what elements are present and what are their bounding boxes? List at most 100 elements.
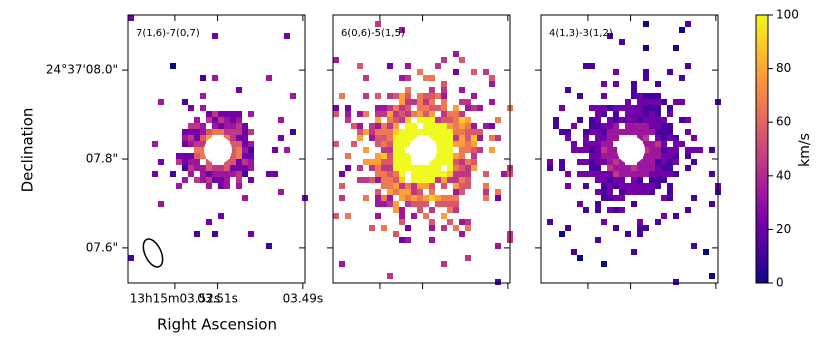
map-pixel — [595, 141, 601, 147]
map-pixel — [429, 171, 435, 177]
map-pixel — [429, 237, 435, 243]
map-pixel — [369, 225, 375, 231]
map-pixel — [411, 201, 417, 207]
map-pixel — [357, 177, 363, 183]
map-pixel — [577, 255, 583, 261]
map-pixel — [465, 219, 471, 225]
map-pixel — [453, 141, 459, 147]
map-pixel — [381, 111, 387, 117]
map-pixel — [242, 129, 248, 135]
map-pixel — [290, 93, 296, 99]
map-pixel — [709, 273, 715, 279]
map-pixel — [453, 153, 459, 159]
map-pixel — [429, 129, 435, 135]
panel-frame — [540, 14, 719, 284]
map-pixel — [637, 129, 643, 135]
map-pixel — [459, 57, 465, 63]
map-pixel — [242, 123, 248, 129]
map-pixel — [200, 177, 206, 183]
map-pixel — [471, 159, 477, 165]
map-pixel — [661, 135, 667, 141]
map-pixel — [471, 129, 477, 135]
map-pixel — [182, 141, 188, 147]
map-pixel — [673, 159, 679, 165]
map-pixel — [417, 189, 423, 195]
map-pixel — [661, 153, 667, 159]
map-pixel — [152, 141, 158, 147]
map-pixel — [631, 105, 637, 111]
map-pixel — [471, 165, 477, 171]
map-pixel — [661, 171, 667, 177]
map-pixel — [655, 117, 661, 123]
map-pixel — [447, 129, 453, 135]
map-pixel — [248, 159, 254, 165]
map-pixel — [429, 117, 435, 123]
map-pixel — [649, 129, 655, 135]
map-pixel — [230, 141, 236, 147]
map-pixel — [595, 105, 601, 111]
map-pixel — [583, 183, 589, 189]
map-pixel — [601, 219, 607, 225]
map-pixel — [643, 159, 649, 165]
colorbar-tick-label: 80 — [776, 61, 791, 75]
map-pixel — [206, 129, 212, 135]
map-pixel — [248, 141, 254, 147]
map-pixel — [643, 171, 649, 177]
map-pixel — [242, 195, 248, 201]
map-pixel — [589, 123, 595, 129]
map-pixel — [559, 105, 565, 111]
map-pixel — [381, 159, 387, 165]
map-pixel — [465, 135, 471, 141]
map-pixel — [393, 201, 399, 207]
map-pixel — [631, 201, 637, 207]
map-pixel — [637, 219, 643, 225]
map-pixel — [182, 165, 188, 171]
map-pixel — [194, 231, 200, 237]
map-pixel — [607, 147, 613, 153]
map-pixel — [625, 105, 631, 111]
map-pixel — [465, 99, 471, 105]
map-pixel — [601, 105, 607, 111]
map-pixel — [619, 129, 625, 135]
map-pixel — [613, 177, 619, 183]
map-pixel — [248, 153, 254, 159]
map-pixel — [643, 135, 649, 141]
map-pixel — [399, 147, 405, 153]
map-pixel — [661, 141, 667, 147]
map-pixel — [284, 33, 290, 39]
map-pixel — [453, 189, 459, 195]
map-pixel — [673, 135, 679, 141]
map-pixel — [429, 99, 435, 105]
map-pixel — [465, 123, 471, 129]
map-pixel — [649, 99, 655, 105]
map-pixel — [601, 153, 607, 159]
map-pixel — [655, 159, 661, 165]
map-pixel — [278, 189, 284, 195]
map-pixel — [375, 165, 381, 171]
map-pixel — [655, 105, 661, 111]
map-pixel — [667, 123, 673, 129]
map-pixel — [423, 117, 429, 123]
map-pixel — [224, 117, 230, 123]
map-pixel — [236, 159, 242, 165]
map-pixel — [212, 165, 218, 171]
map-pixel — [453, 183, 459, 189]
map-pixel — [393, 177, 399, 183]
map-pixel — [441, 195, 447, 201]
map-pixel — [284, 147, 290, 153]
map-pixel — [667, 153, 673, 159]
map-pixel — [565, 171, 571, 177]
map-pixel — [583, 147, 589, 153]
map-pixel — [212, 123, 218, 129]
map-pixel — [387, 177, 393, 183]
map-pixel — [218, 111, 224, 117]
map-pixel — [387, 93, 393, 99]
map-pixel — [607, 153, 613, 159]
map-pixel — [607, 177, 613, 183]
map-pixel — [583, 129, 589, 135]
map-pixel — [357, 63, 363, 69]
map-pixel — [363, 177, 369, 183]
map-pixel — [369, 123, 375, 129]
map-pixel — [667, 171, 673, 177]
masked-center — [409, 136, 437, 164]
